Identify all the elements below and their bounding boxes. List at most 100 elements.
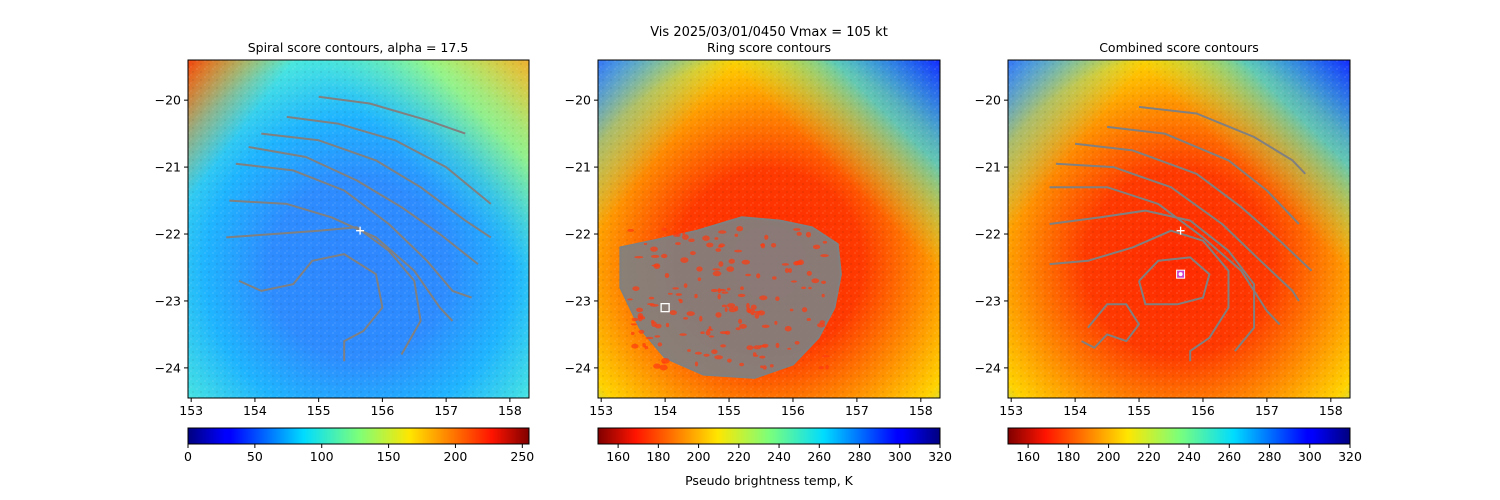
ring-contour-gap [727,303,736,308]
colorbar-tick-label: 200 [1097,449,1121,464]
ring-contour-gap [787,347,792,350]
storm-center-plus-marker [1176,226,1185,235]
ring-contour-gap [634,256,644,259]
contour-line [1049,229,1230,362]
ring-contour-gap [824,228,829,231]
ring-contour-gap [739,362,745,367]
ring-contour-gap [771,243,777,248]
y-tick-label: −21 [155,160,181,175]
colorbar-tick-label: 320 [1338,449,1362,464]
panel-title: Combined score contours [1099,40,1259,55]
ring-contour-gap [720,344,726,348]
panel-combined: Combined score contours 153 154 155 156 157 1… [975,40,1362,464]
ring-contour-gap [746,345,754,351]
x-tick-label: 154 [1063,403,1087,418]
ring-contour-gap [736,226,744,232]
panel-title: Ring score contours [707,40,831,55]
y-tick-label: −23 [565,293,591,308]
ring-contour-gap [738,318,743,324]
x-tick-label: 153 [589,403,613,418]
ring-contour-gap [821,355,830,358]
ring-contour-gap [801,307,808,313]
colorbar-tick-label: 0 [184,449,192,464]
ring-contour-gap [654,323,662,329]
colorbar-tick-label: 240 [1177,449,1201,464]
ring-contour-gap [700,331,705,335]
ring-contour-gap [772,276,777,280]
plot-frame [1007,59,1351,399]
ring-contour-gap [717,245,724,248]
ring-contour-gap [705,330,711,336]
ring-contour-gap [665,322,670,328]
ring-contour-gap [784,268,790,273]
ring-contour-gap [784,325,792,332]
ring-contour-gap [642,343,646,348]
plot-frame [597,59,941,399]
ring-contour-gap [760,365,764,369]
ring-contour-gap [637,315,643,322]
ring-contour-gap [751,312,755,316]
ring-contour-gap [710,288,718,293]
ring-contour-gap [638,329,645,334]
ring-contour-gap [712,268,721,271]
ring-contour-gap [718,261,724,267]
ring-contour-gap [790,280,798,283]
figure-suptitle: Vis 2025/03/01/0450 Vmax = 105 kt [650,25,888,40]
ring-contour-gap [644,346,649,350]
y-tick-label: −22 [975,227,1001,242]
contour-line [1074,142,1313,272]
colorbar-tick-label: 260 [1217,449,1241,464]
ring-contour-gap [726,287,731,291]
contour-line [318,95,466,135]
colorbar-ticks: 160 180 200 220 240 260 280 300 320 [606,444,952,464]
ring-contour-gap [818,366,824,370]
ring-contour-gap [714,355,723,360]
ring-contour-gap [636,307,644,313]
ring-contour-gap [648,296,655,300]
contour-layer [1049,105,1313,362]
ring-contour-gap [821,293,825,298]
ring-contour-gap [686,311,695,316]
colorbar-tick-label: 160 [606,449,630,464]
ring-contour-gap [678,298,682,302]
ring-contour-gap [664,273,670,278]
ring-contour-gap [806,270,812,276]
contour-line [261,132,492,239]
storm-center-plus-marker [356,226,365,235]
x-tick-label: 155 [717,403,741,418]
ring-contour-gap [712,270,722,277]
ring-contour-gap [735,327,741,331]
x-tick-label: 154 [243,403,267,418]
ring-contour-gap [673,233,679,237]
ring-contour-gap [675,242,681,246]
ring-contour-gap [745,273,752,277]
ring-contour-gap [715,248,722,252]
contour-line [1138,256,1211,306]
ring-contour-gap [747,309,756,314]
ring-contour-gap [694,351,702,355]
ring-contour-gap [661,253,668,259]
ring-contour-gap [756,273,761,279]
x-tick-label: 156 [781,403,805,418]
colorbar-ticks: 160 180 200 220 240 260 280 300 320 [1016,444,1362,464]
panel-ring: Ring score contours 153 154 155 156 157 158 −… [565,40,952,488]
ring-contour-gap [706,242,714,248]
y-tick-label: −22 [565,227,591,242]
x-tick-label: 156 [370,403,394,418]
x-axis: 153 154 155 156 157 158 [179,398,522,418]
ring-contour-gap [721,291,729,294]
ring-contour-gap [750,304,757,310]
ring-contour-gap [728,307,737,313]
colorbar-gradient [1007,427,1351,445]
ring-contour-gap [661,227,668,231]
ring-contour-gap [752,352,757,356]
ring-contour-gap [793,228,801,231]
y-tick-label: −21 [975,160,1001,175]
x-tick-label: 156 [1191,403,1215,418]
ring-contour-gap [727,358,732,363]
ring-contour-gap [627,298,633,301]
contour-line [1081,303,1140,349]
y-tick-label: −23 [155,293,181,308]
ring-contour-gap [659,364,668,371]
ring-contour-gap [632,286,640,291]
